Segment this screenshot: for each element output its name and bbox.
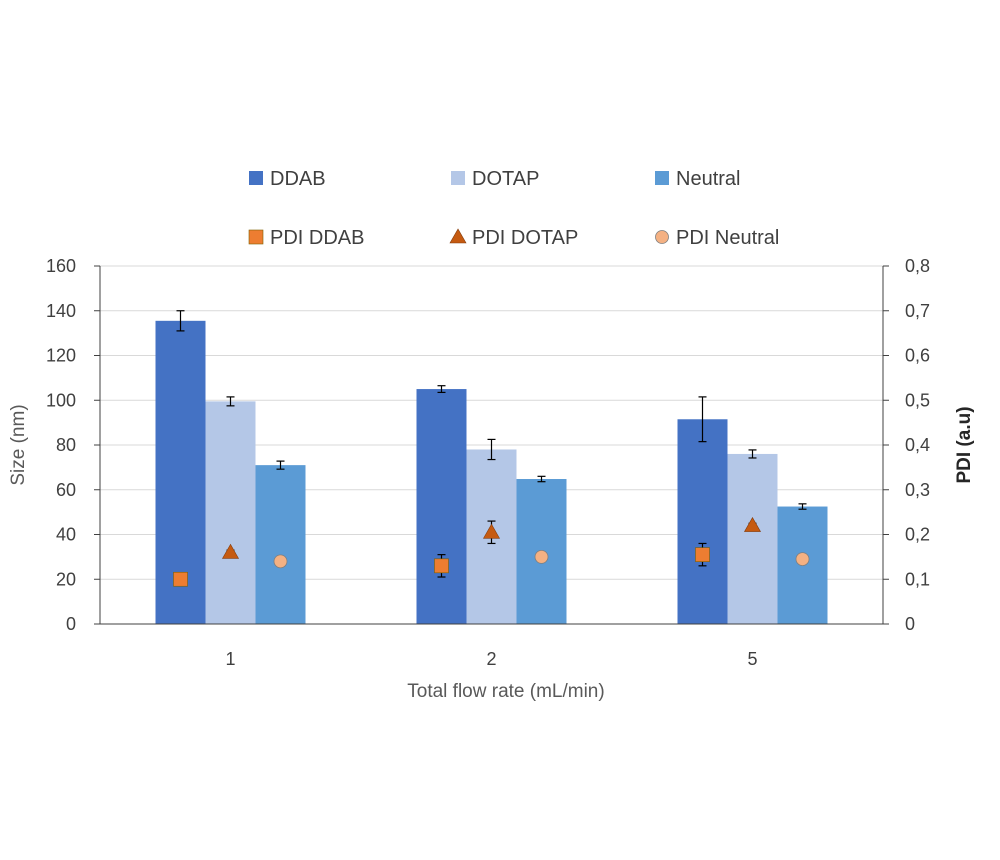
legend-label-pdi-ddab: PDI DDAB [270, 227, 364, 249]
y-axis-title: Size (nm) [8, 404, 29, 485]
y2-tick-label: 0,8 [905, 256, 930, 276]
marker-pdi-dotap [221, 543, 240, 559]
y-tick-label: 40 [56, 525, 76, 545]
y-tick-label: 20 [56, 569, 76, 589]
marker-pdi-dotap [743, 516, 762, 532]
y2-tick-label: 0,7 [905, 301, 930, 321]
legend-label-pdi-dotap: PDI DOTAP [472, 227, 578, 249]
y-tick-label: 60 [56, 480, 76, 500]
legend-label-pdi-neutral: PDI Neutral [676, 227, 779, 249]
legend-marker-pdi-neutral [655, 230, 669, 244]
axes: 0 0 20 0,1 40 0,2 60 0,3 80 0,4 100 0,5 120 0,6 140 0,7… [46, 256, 930, 669]
legend-label-ddab: DDAB [270, 168, 326, 190]
legend-swatch-dotap [451, 171, 465, 185]
marker-pdi-neutral [795, 552, 810, 567]
marker-pdi-ddab [173, 571, 188, 587]
bar-dotap [205, 401, 256, 624]
legend-label-dotap: DOTAP [472, 168, 539, 190]
bar-ddab [416, 389, 467, 624]
legend-swatch-neutral [655, 171, 669, 185]
marker-pdi-ddab [695, 547, 710, 562]
y2-tick-label: 0,6 [905, 346, 930, 366]
y-tick-label: 160 [46, 256, 76, 276]
bars [155, 310, 828, 624]
y-tick-label: 120 [46, 346, 76, 366]
legend: DDAB DOTAP Neutral PDI DDAB PDI DOTAP PDI Neu… [248, 168, 779, 249]
legend-swatch-ddab [249, 171, 263, 185]
y2-tick-label: 0,1 [905, 569, 930, 589]
y-tick-label: 0 [66, 614, 76, 634]
x-tick-label: 2 [486, 649, 496, 669]
legend-label-neutral: Neutral [676, 168, 740, 190]
y2-tick-label: 0,5 [905, 390, 930, 410]
marker-pdi-dotap [482, 523, 501, 539]
y-tick-label: 80 [56, 435, 76, 455]
y2-axis-title: PDI (a.u) [954, 406, 975, 483]
marker-pdi-ddab [434, 558, 449, 574]
bar-neutral [255, 465, 306, 624]
bar-ddab [677, 419, 728, 624]
bar-dotap [727, 453, 778, 624]
axis-labels: Total flow rate (mL/min) Size (nm) PDI (… [8, 404, 975, 702]
x-axis-title: Total flow rate (mL/min) [407, 681, 604, 702]
y2-tick-label: 0,4 [905, 435, 930, 455]
legend-marker-pdi-ddab [248, 229, 264, 245]
legend-marker-pdi-dotap [449, 228, 467, 244]
y2-tick-label: 0,2 [905, 525, 930, 545]
y-tick-label: 100 [46, 390, 76, 410]
y-tick-label: 140 [46, 301, 76, 321]
pdi-markers [173, 516, 810, 587]
x-tick-label: 5 [747, 649, 757, 669]
marker-pdi-neutral [273, 554, 288, 569]
y2-tick-label: 0,3 [905, 480, 930, 500]
x-tick-label: 1 [225, 649, 235, 669]
marker-pdi-neutral [534, 549, 549, 564]
y2-tick-label: 0 [905, 614, 915, 634]
